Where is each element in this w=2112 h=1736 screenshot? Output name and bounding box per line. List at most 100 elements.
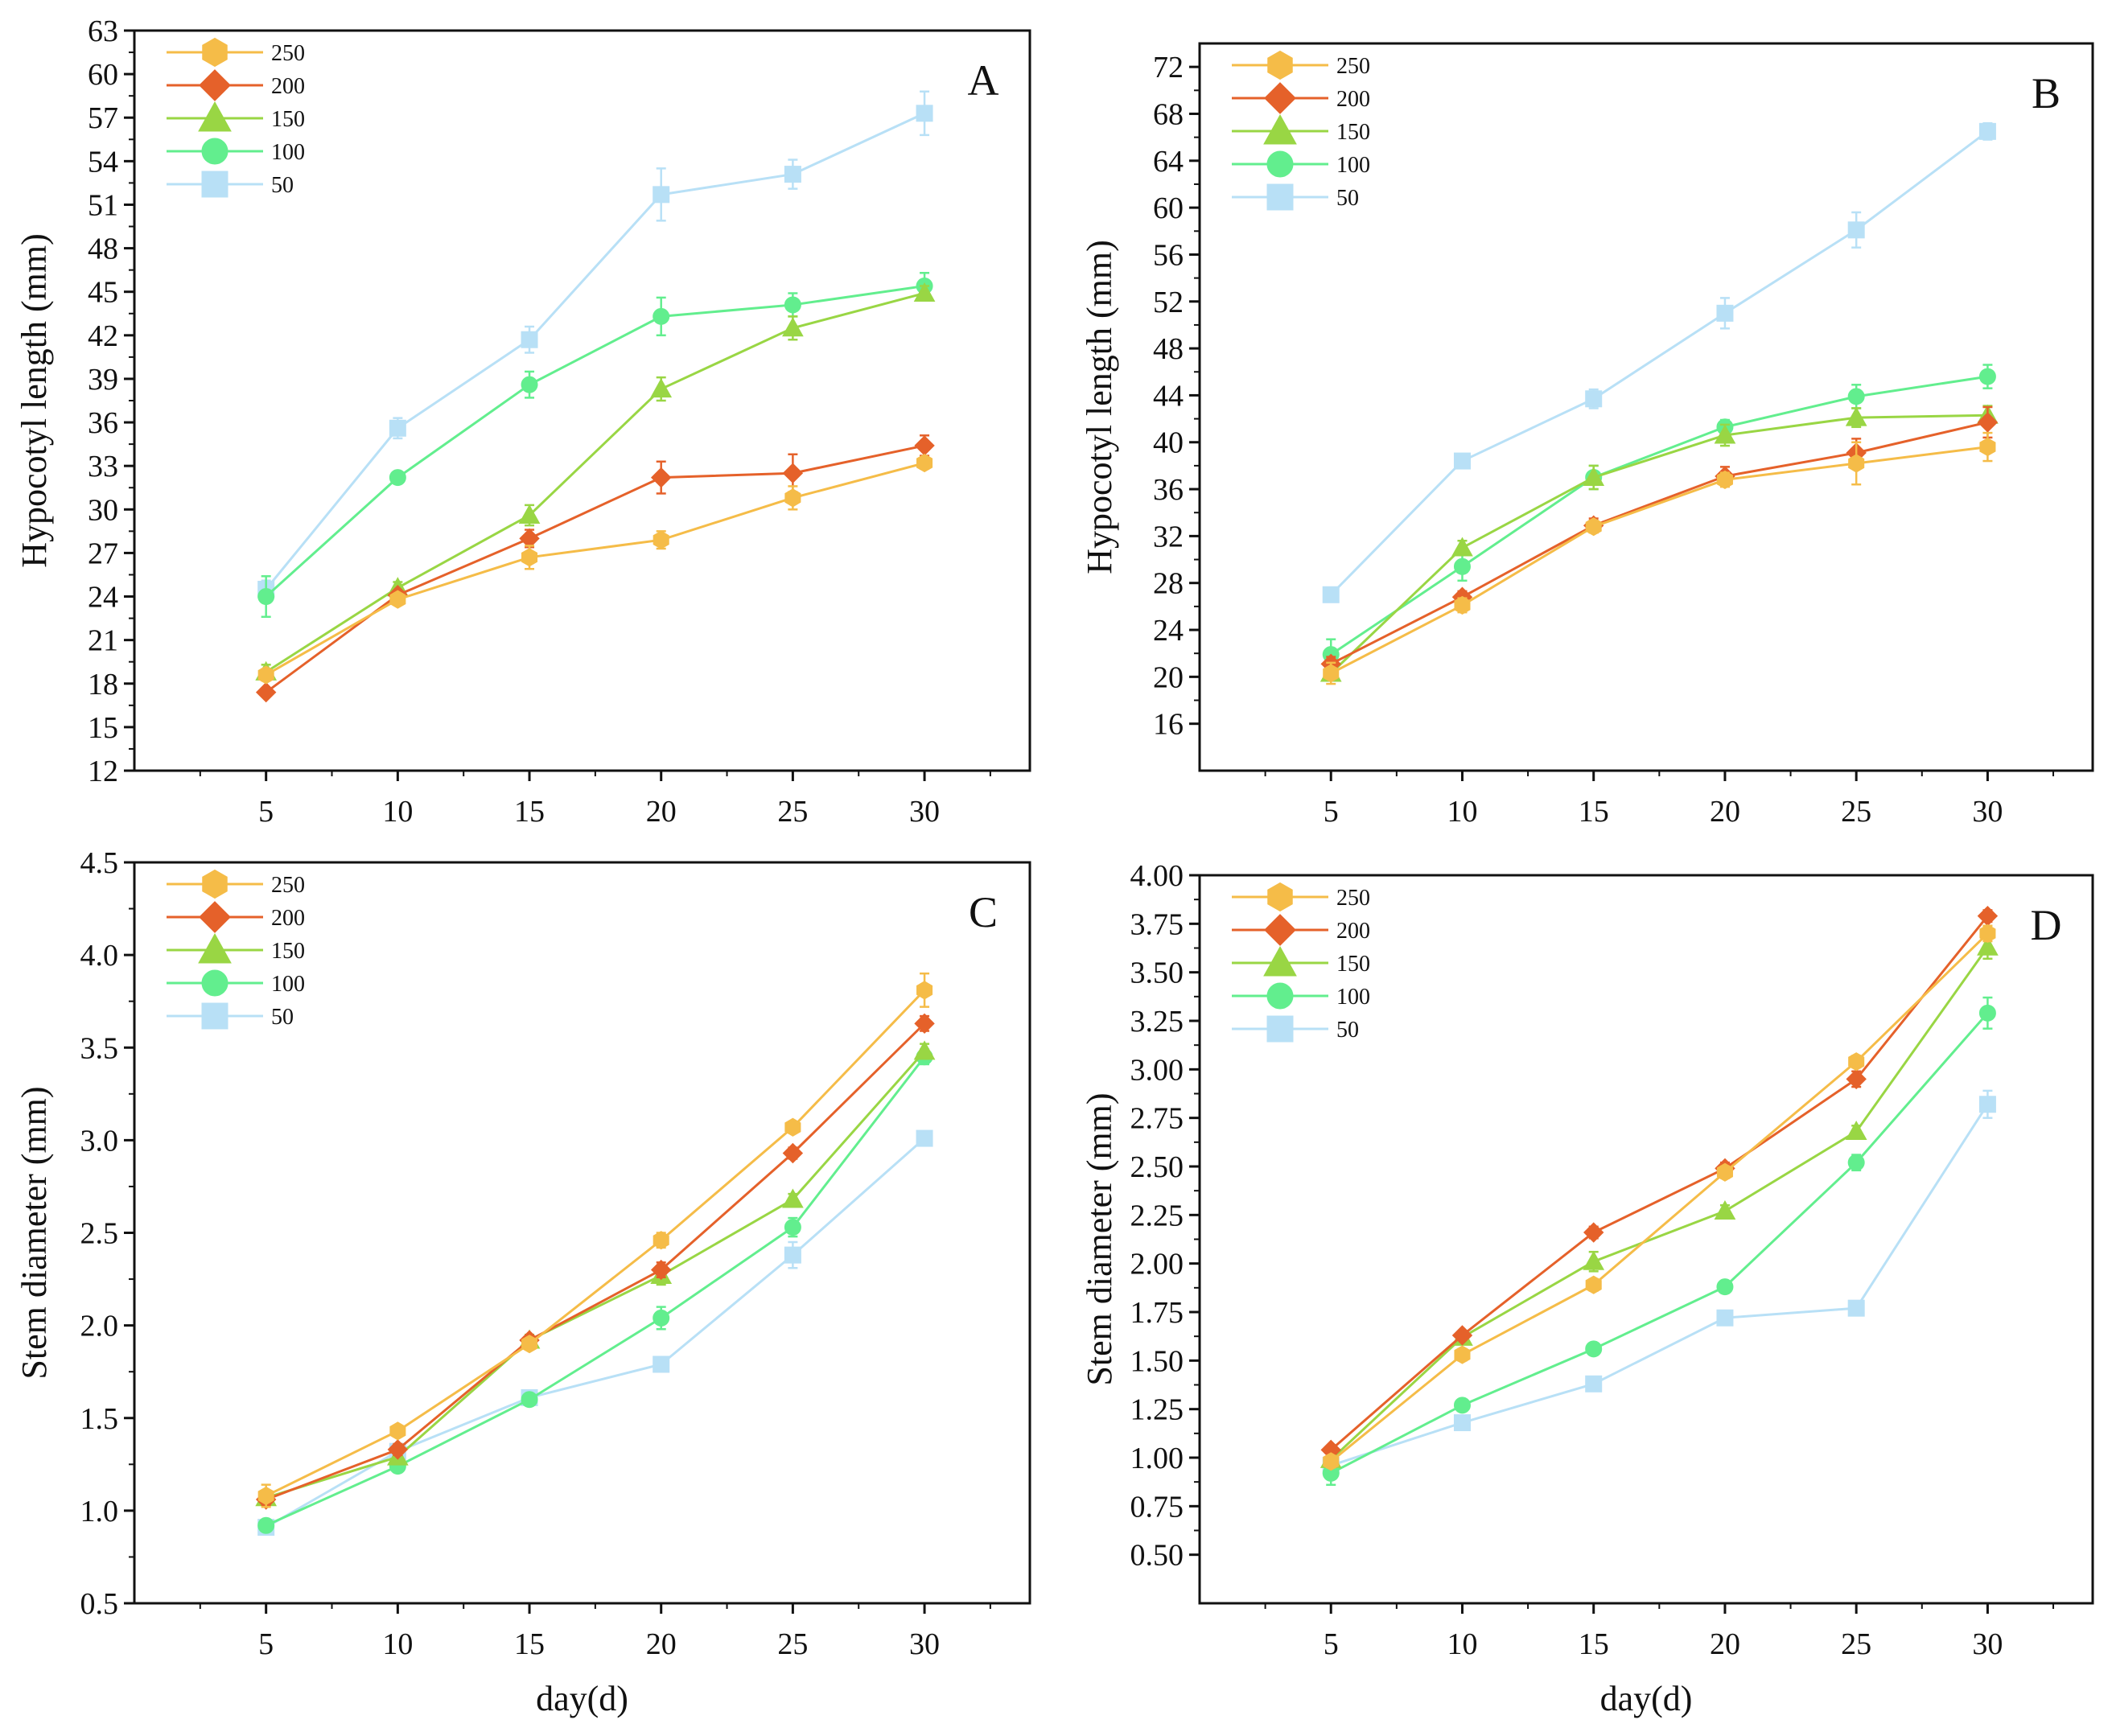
- y-tick-label: 3.00: [1130, 1053, 1184, 1087]
- legend-marker-triangle: [1263, 113, 1297, 145]
- data-point: [1716, 1278, 1734, 1296]
- panel-c: 0.5 1.0 1.5 2.0 2.5 3.0 3.5 4.0 4.5 5 10 15 20 25 30 St…: [14, 846, 1031, 1718]
- y-tick-label: 4.00: [1130, 859, 1184, 893]
- y-tick-label: 60: [1153, 191, 1184, 225]
- data-point: [1451, 1325, 1473, 1346]
- data-point: [650, 1259, 672, 1281]
- y-tick-label: 48: [88, 232, 118, 266]
- series-100: [1322, 996, 1996, 1487]
- series-250: [1323, 431, 1996, 685]
- plot-frame: [1198, 42, 2094, 772]
- y-tick-label: 2.5: [80, 1217, 119, 1251]
- data-point: [1583, 466, 1605, 486]
- data-point: [650, 467, 672, 488]
- series-line: [1330, 1103, 1989, 1467]
- x-tick-label: 5: [258, 1627, 274, 1661]
- data-point: [257, 588, 275, 606]
- legend: 250 200 150 100 50: [167, 869, 305, 1030]
- series-line: [1330, 932, 1989, 1462]
- y-tick-label: 12: [88, 755, 118, 788]
- panel-letter: D: [2031, 901, 2062, 949]
- x-tick-label: 15: [514, 795, 545, 829]
- data-point: [653, 1231, 669, 1250]
- y-tick-label: 1.00: [1130, 1442, 1184, 1475]
- data-point: [1453, 557, 1471, 575]
- series-line: [1330, 375, 1988, 656]
- data-point: [784, 1117, 801, 1137]
- y-tick-label: 4.5: [80, 846, 119, 880]
- series-line: [1330, 1012, 1989, 1475]
- x-tick-label: 25: [777, 795, 808, 829]
- y-tick-label: 2.25: [1130, 1199, 1184, 1232]
- data-point: [653, 1355, 670, 1373]
- y-tick-label: 3.25: [1130, 1005, 1184, 1039]
- data-point: [257, 1486, 274, 1506]
- legend-marker-hexagon: [202, 37, 228, 68]
- y-tick-label: 2.00: [1130, 1248, 1184, 1281]
- series-50: [1322, 121, 1996, 603]
- legend-label: 100: [1336, 153, 1370, 178]
- data-point: [916, 1129, 933, 1147]
- data-point: [782, 317, 804, 337]
- series-line: [265, 1137, 926, 1528]
- data-point: [1978, 122, 1996, 140]
- y-tick-label: 68: [1153, 97, 1184, 131]
- x-tick-label: 20: [646, 1627, 677, 1661]
- legend-marker-square: [201, 1002, 228, 1030]
- series-250: [1323, 924, 1996, 1471]
- data-point: [1979, 437, 1996, 457]
- data-point: [914, 1013, 935, 1035]
- data-point: [1585, 1375, 1603, 1393]
- data-point: [1979, 924, 1996, 943]
- data-point: [1846, 1068, 1867, 1090]
- data-point: [1585, 517, 1602, 537]
- y-tick-label: 3.0: [80, 1124, 119, 1158]
- y-tick-label: 2.75: [1130, 1102, 1184, 1136]
- y-tick-label: 18: [88, 668, 118, 701]
- data-point: [1585, 390, 1603, 408]
- y-axis-title: Stem diameter (mm): [1080, 1092, 1119, 1385]
- legend-marker-hexagon: [1267, 50, 1293, 80]
- data-point: [784, 488, 801, 508]
- y-axis-title: Stem diameter (mm): [14, 1086, 54, 1379]
- y-tick-label: 0.5: [80, 1587, 119, 1621]
- x-tick-label: 25: [777, 1627, 808, 1661]
- data-point: [913, 282, 936, 302]
- data-point: [782, 1142, 804, 1164]
- series-50: [257, 1129, 933, 1536]
- x-tick-label: 20: [1710, 795, 1740, 829]
- data-point: [784, 1246, 801, 1264]
- y-axis-title: Hypocotyl length (mm): [14, 233, 54, 568]
- data-point: [518, 504, 541, 525]
- x-tick-label: 10: [382, 795, 413, 829]
- legend: 250 200 150 100 50: [167, 37, 305, 198]
- legend-marker-circle: [1266, 150, 1294, 178]
- x-axis-title: day(d): [536, 1679, 628, 1718]
- y-tick-label: 28: [1153, 567, 1184, 601]
- data-point: [1714, 424, 1736, 444]
- data-point: [916, 105, 933, 122]
- series-150: [255, 282, 936, 681]
- data-point: [1847, 1154, 1865, 1171]
- series-250: [257, 972, 933, 1508]
- series-line: [266, 1022, 926, 1501]
- data-point: [1451, 537, 1473, 557]
- legend-label: 200: [271, 74, 305, 99]
- data-point: [521, 548, 538, 567]
- legend-marker-diamond: [199, 69, 231, 101]
- y-tick-label: 3.5: [80, 1031, 119, 1065]
- y-tick-label: 16: [1153, 708, 1184, 742]
- data-point: [1454, 1345, 1471, 1364]
- data-point: [1585, 1340, 1603, 1358]
- legend-marker-circle: [201, 138, 228, 165]
- data-point: [913, 1040, 936, 1060]
- legend: 250 200 150 100 50: [1232, 882, 1370, 1043]
- data-point: [389, 419, 406, 437]
- legend-label: 150: [271, 939, 305, 964]
- panel-b: 16 20 24 28 32 36 40 44 48 52 56 60 64 68 72 5 10 15 20 25 3…: [1080, 42, 2094, 829]
- legend-marker-hexagon: [1267, 882, 1293, 912]
- x-tick-label: 30: [1972, 795, 2003, 829]
- y-tick-label: 3.50: [1130, 956, 1184, 990]
- y-tick-label: 56: [1153, 238, 1184, 272]
